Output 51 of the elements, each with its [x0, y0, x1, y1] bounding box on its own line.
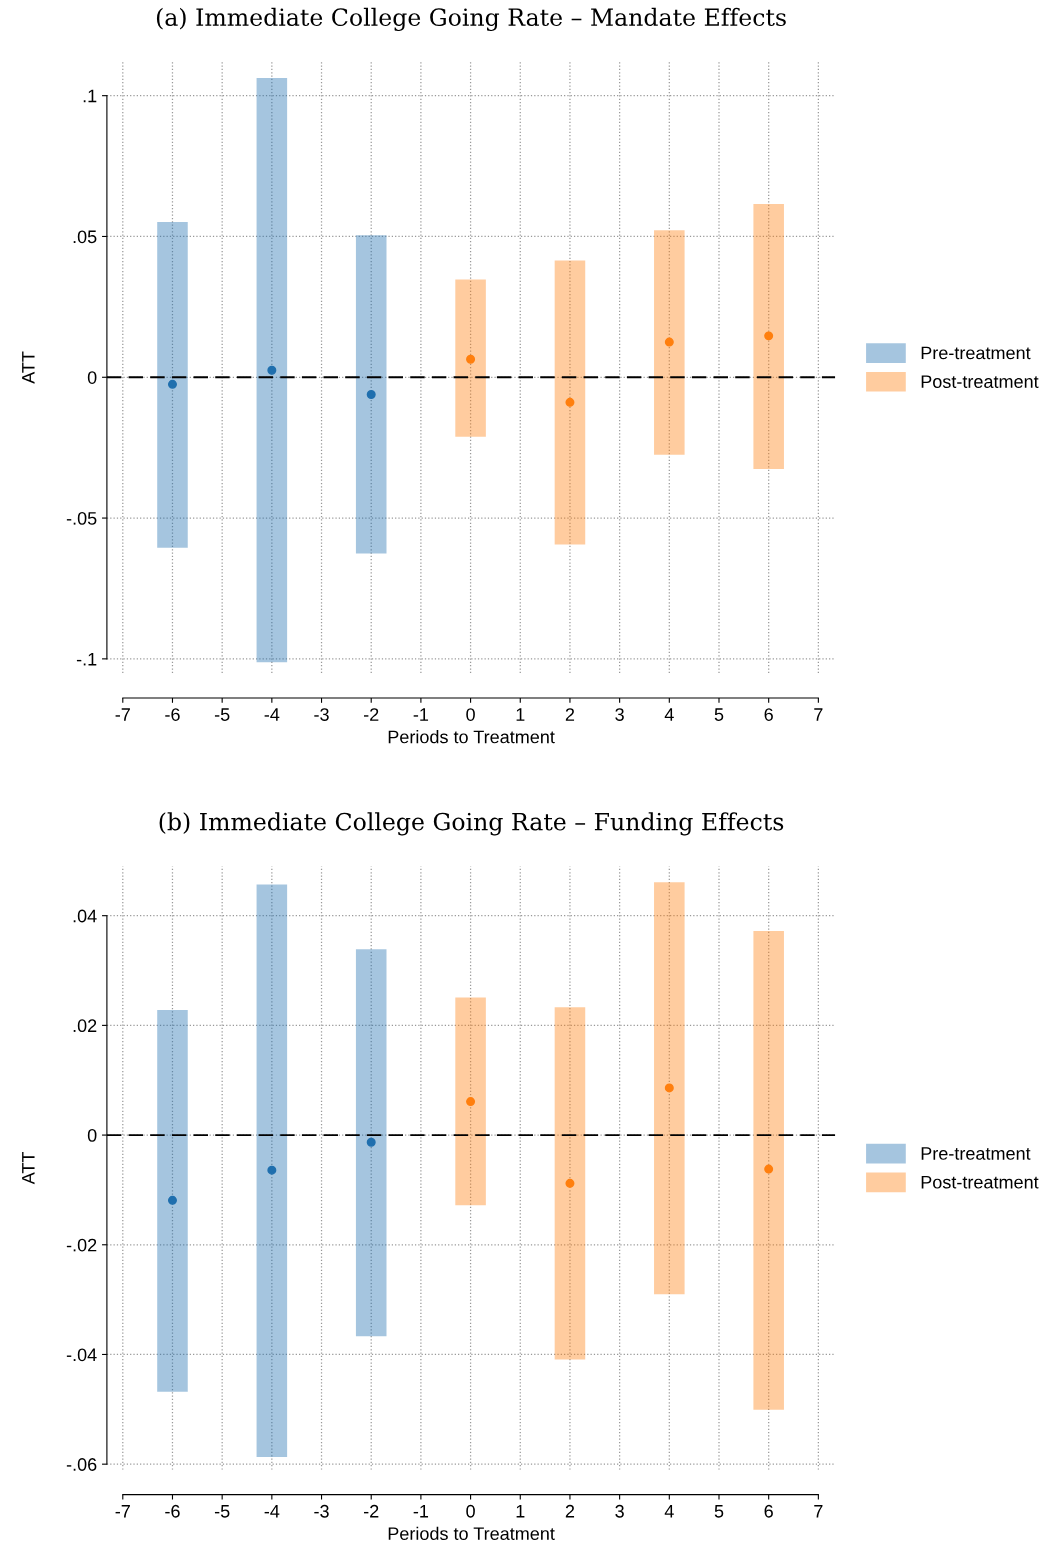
x-tick-label: 6	[764, 1504, 773, 1518]
y-tick-label: 0	[87, 371, 97, 384]
x-tick-label: 1	[516, 1505, 525, 1518]
x-tick-label: 6	[764, 708, 773, 721]
x-tick-label: -7	[115, 1505, 130, 1518]
x-tick-label: 1	[516, 708, 525, 721]
chart-title: (b) Immediate College Going Rate – Funding Effects	[159, 812, 784, 836]
x-tick-label: 0	[466, 1504, 475, 1518]
y-tick-label: .04	[73, 909, 97, 923]
x-tick-label: 5	[714, 1505, 724, 1518]
x-axis-title: Periods to Treatment	[388, 730, 555, 744]
x-tick-label: -1	[413, 1505, 429, 1518]
legend-label: Pre-treatment	[921, 1147, 1031, 1160]
x-tick-label: -7	[115, 708, 130, 721]
x-tick-label: 2	[565, 1504, 575, 1518]
x-tick-label: -3	[314, 1504, 329, 1518]
x-tick-label: -1	[413, 708, 429, 721]
y-tick-label: .02	[73, 1019, 97, 1033]
x-tick-label: 5	[714, 708, 724, 721]
x-tick-label: 3	[615, 708, 624, 721]
y-tick-label: .05	[73, 230, 97, 244]
y-axis-title: ATT	[22, 351, 35, 384]
x-tick-label: 4	[664, 708, 674, 721]
x-tick-label: -2	[363, 1504, 379, 1518]
y-tick-label: -.1	[76, 652, 97, 666]
x-tick-label: -3	[314, 708, 329, 721]
x-axis-title: Periods to Treatment	[388, 1526, 555, 1541]
y-tick-label: 0	[87, 1129, 97, 1142]
y-tick-label: .1	[83, 89, 97, 103]
x-tick-label: 2	[565, 708, 575, 721]
x-tick-label: 3	[615, 1504, 624, 1518]
x-tick-label: -6	[165, 1504, 180, 1518]
x-tick-label: -5	[214, 708, 230, 721]
x-tick-label: -2	[363, 708, 379, 721]
x-tick-label: -5	[214, 1505, 230, 1518]
x-tick-label: -4	[264, 1505, 280, 1518]
legend-label: Post-treatment	[921, 1175, 1039, 1189]
x-tick-label: 7	[814, 708, 823, 721]
y-axis-title: ATT	[22, 1152, 35, 1185]
x-tick-label: 7	[814, 1505, 823, 1518]
y-tick-label: -.02	[66, 1238, 97, 1252]
x-tick-label: 4	[664, 1505, 674, 1518]
y-tick-label: -.06	[66, 1458, 97, 1471]
x-tick-label: -6	[165, 708, 180, 721]
legend-label: Pre-treatment	[921, 346, 1031, 360]
y-tick-label: -.05	[66, 512, 97, 525]
x-tick-label: -4	[264, 708, 280, 721]
chart-title: (a) Immediate College Going Rate – Mandate Effects	[156, 7, 786, 32]
legend-label: Post-treatment	[921, 375, 1039, 388]
x-tick-label: 0	[466, 708, 475, 721]
y-tick-label: -.04	[66, 1348, 97, 1362]
